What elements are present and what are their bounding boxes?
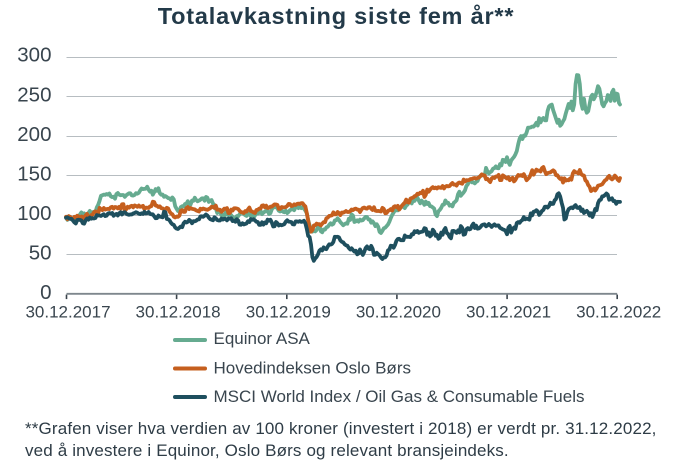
svg-text:100: 100	[17, 202, 51, 225]
svg-text:MSCI World Index / Oil Gas & C: MSCI World Index / Oil Gas & Consumable …	[214, 387, 585, 406]
svg-text:ved å investere i Equinor, Osl: ved å investere i Equinor, Oslo Børs og …	[25, 441, 509, 460]
svg-text:30.12.2021: 30.12.2021	[466, 303, 551, 322]
svg-text:200: 200	[17, 123, 51, 146]
svg-text:Hovedindeksen Oslo Børs: Hovedindeksen Oslo Børs	[214, 358, 411, 377]
svg-text:30.12.2019: 30.12.2019	[246, 303, 331, 322]
svg-text:50: 50	[29, 242, 52, 265]
svg-text:30.12.2017: 30.12.2017	[25, 303, 110, 322]
svg-text:150: 150	[17, 162, 51, 185]
svg-text:Equinor ASA: Equinor ASA	[214, 329, 311, 348]
svg-text:30.12.2022: 30.12.2022	[576, 303, 661, 322]
svg-text:250: 250	[17, 83, 51, 106]
svg-text:**Grafen viser hva verdien av: **Grafen viser hva verdien av 100 kroner…	[25, 419, 657, 438]
svg-text:300: 300	[17, 44, 51, 67]
svg-text:30.12.2020: 30.12.2020	[356, 303, 441, 322]
svg-text:30.12.2018: 30.12.2018	[136, 303, 221, 322]
svg-text:Totalavkastning siste fem år**: Totalavkastning siste fem år**	[158, 3, 515, 29]
svg-text:0: 0	[40, 281, 51, 304]
